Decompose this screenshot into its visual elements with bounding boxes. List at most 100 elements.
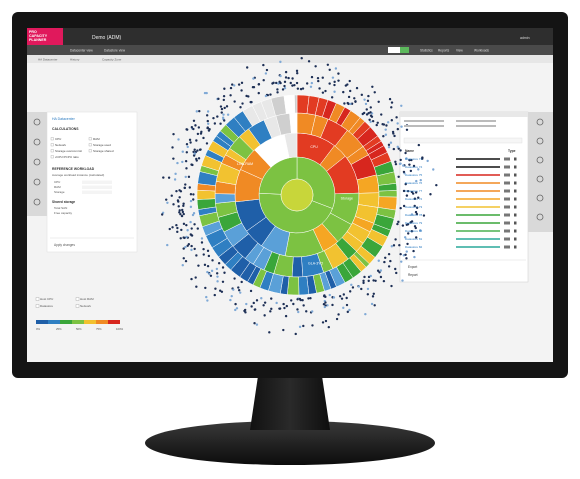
nav-icon[interactable] [536, 194, 544, 202]
nav-icon[interactable] [33, 178, 41, 186]
datastore-name[interactable]: Datastore 82 [405, 245, 423, 249]
toolbar-item[interactable]: Workloads [474, 49, 489, 53]
panel-footer[interactable]: Report [408, 273, 418, 277]
datastore-type [504, 181, 510, 185]
sunburst-dot [348, 79, 351, 83]
sunburst-dot [223, 106, 226, 110]
sunburst-dot [403, 236, 407, 239]
sunburst-dot [216, 115, 219, 118]
sunburst-dot [379, 275, 383, 279]
panel-footer[interactable]: Export [408, 265, 417, 269]
sunburst-dot [270, 307, 273, 311]
sunburst-dot [345, 296, 348, 300]
datastore-name[interactable]: Datastore 77 [405, 189, 423, 193]
apply-button[interactable]: Apply changes [54, 243, 75, 247]
delete-icon[interactable] [514, 181, 517, 185]
delete-icon[interactable] [514, 229, 517, 233]
sunburst-dot [350, 283, 353, 287]
datastore-name[interactable]: Datastore 79 [405, 221, 423, 225]
delete-icon[interactable] [514, 165, 517, 169]
sunburst-dot [181, 160, 184, 164]
delete-icon[interactable] [514, 205, 517, 209]
nav-icon[interactable] [33, 118, 41, 126]
sunburst-dot [269, 310, 272, 313]
checkbox[interactable] [50, 137, 54, 141]
nav-icon[interactable] [33, 158, 41, 166]
delete-icon[interactable] [514, 221, 517, 225]
toolbar-item[interactable]: Datastore view [104, 49, 126, 53]
checkbox[interactable] [50, 149, 54, 153]
sunburst-dot [229, 86, 233, 90]
sunburst-dot [326, 63, 330, 66]
datastore-name[interactable]: Datastore 74 [405, 165, 423, 169]
sunburst-dot [324, 89, 327, 93]
sunburst-dot [222, 94, 226, 98]
sunburst-dot [279, 60, 282, 64]
datastore-name[interactable]: Datastore 72 [405, 197, 423, 201]
checkbox[interactable] [50, 155, 54, 159]
delete-icon[interactable] [514, 237, 517, 241]
sunburst-dot [296, 72, 299, 75]
sunburst-dot [213, 293, 216, 297]
nav-icon[interactable] [536, 118, 544, 126]
delete-icon[interactable] [514, 173, 517, 177]
nav-icon[interactable] [33, 198, 41, 206]
delete-icon[interactable] [514, 157, 517, 161]
sunburst-dot [401, 224, 405, 227]
sunburst-dot [412, 249, 415, 253]
toggle[interactable] [388, 47, 400, 53]
sunburst-label: CPU [310, 145, 318, 149]
nav-icon[interactable] [536, 175, 544, 183]
checkbox[interactable] [88, 143, 92, 147]
sunburst-segment [287, 276, 300, 296]
nav-icon[interactable] [536, 137, 544, 145]
checkbox[interactable] [88, 149, 92, 153]
datastore-name[interactable]: Datastore 81 [405, 237, 423, 241]
toggle-on[interactable] [400, 47, 409, 53]
sunburst-dot [360, 287, 363, 291]
nav-icon[interactable] [536, 213, 544, 221]
legend-label: Host CPU [40, 297, 53, 301]
datastore-name[interactable]: Datastore 75 [405, 173, 423, 177]
sunburst-dot [284, 314, 288, 318]
nav-icon[interactable] [33, 138, 41, 146]
delete-icon[interactable] [514, 213, 517, 217]
sunburst-dot [198, 148, 202, 151]
datastore-type [504, 157, 510, 161]
toolbar-item[interactable]: Reports [438, 49, 450, 53]
datastore-name[interactable]: Datastore 71 [405, 157, 423, 161]
sunburst-dot [351, 286, 355, 289]
delete-icon[interactable] [514, 245, 517, 249]
toolbar-item[interactable]: Datacenter view [70, 49, 94, 53]
checkbox[interactable] [50, 143, 54, 147]
datastore-name[interactable]: Datastore 73 [405, 205, 423, 209]
sunburst-dot [394, 238, 397, 241]
search-box[interactable] [403, 137, 523, 144]
sunburst-dot [215, 272, 219, 275]
sunburst-dot [349, 102, 352, 106]
sunburst-dot [193, 148, 196, 151]
sunburst-dot [253, 308, 257, 311]
legend-label: Network [80, 304, 92, 308]
sunburst-dot [305, 310, 308, 313]
toolbar-item[interactable]: View [456, 49, 464, 53]
sunburst-dot [346, 310, 349, 314]
datastore-name[interactable]: Datastore 76 [405, 181, 423, 185]
sunburst-dot [296, 308, 299, 311]
nav-icon[interactable] [536, 156, 544, 164]
sunburst-dot [190, 277, 193, 281]
sunburst-dot [176, 230, 179, 234]
sunburst-dot [372, 292, 375, 295]
delete-icon[interactable] [514, 197, 517, 201]
sunburst-dot [369, 120, 372, 123]
sunburst-dot [184, 159, 188, 163]
sunburst-dot [237, 83, 241, 86]
sunburst-dot [371, 85, 374, 89]
delete-icon[interactable] [514, 189, 517, 193]
datastore-name[interactable]: Datastore 80 [405, 229, 423, 233]
row-label: RAM [54, 185, 61, 189]
toolbar-item[interactable]: Statistics [420, 49, 433, 53]
sunburst-dot [237, 289, 241, 292]
datastore-name[interactable]: Datastore 78 [405, 213, 423, 217]
checkbox[interactable] [88, 137, 92, 141]
